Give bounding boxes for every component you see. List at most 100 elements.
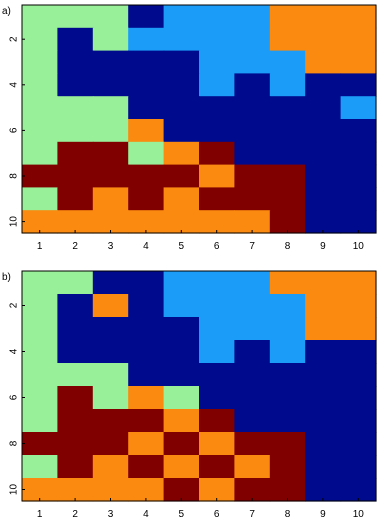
heatmap-cell-r7-c7 xyxy=(234,409,271,433)
heatmap-cell-r7-c1 xyxy=(22,141,58,166)
heatmap-cell-r5-c8 xyxy=(269,363,306,387)
heatmap-cell-r10-c10 xyxy=(340,478,377,502)
heatmap-cell-r1-c3 xyxy=(92,5,129,29)
heatmap-cell-r2-c4 xyxy=(128,294,165,318)
heatmap-cell-r9-c6 xyxy=(199,455,235,479)
heatmap-cell-r3-c4 xyxy=(128,50,165,74)
heatmap-cell-r9-c4 xyxy=(128,187,165,211)
heatmap-cell-r6-c3 xyxy=(92,386,129,410)
heatmap-cell-r5-c7 xyxy=(234,363,271,387)
x-tick-label: 6 xyxy=(214,509,220,520)
heatmap-cell-r6-c7 xyxy=(234,386,271,410)
y-tick-label: 10 xyxy=(9,484,20,496)
heatmap-cell-r8-c7 xyxy=(234,164,271,188)
heatmap-cell-r4-c1 xyxy=(22,73,58,97)
heatmap-cell-r3-c7 xyxy=(234,317,271,341)
heatmap-cell-r1-c9 xyxy=(305,271,342,295)
heatmap-cell-r9-c6 xyxy=(199,187,235,211)
heatmap-cell-r1-c8 xyxy=(269,271,306,295)
heatmap-cell-r6-c8 xyxy=(269,119,306,143)
heatmap-cell-r10-c3 xyxy=(92,478,129,502)
heatmap-cell-r9-c7 xyxy=(234,187,271,211)
x-tick-label: 7 xyxy=(249,241,255,252)
heatmap-cell-r9-c8 xyxy=(269,187,306,211)
heatmap-cell-r10-c7 xyxy=(234,478,271,502)
y-tick-label: 8 xyxy=(9,440,20,446)
heatmap-cell-r1-c4 xyxy=(128,271,165,295)
heatmap-cell-r2-c3 xyxy=(92,294,129,318)
heatmap-cell-r6-c2 xyxy=(57,386,94,410)
heatmap-cell-r8-c7 xyxy=(234,432,271,456)
heatmap-cell-r8-c1 xyxy=(22,432,58,456)
heatmap-cell-r10-c3 xyxy=(92,210,129,234)
heatmap-cell-r6-c9 xyxy=(305,119,342,143)
heatmap-cell-r6-c4 xyxy=(128,119,165,143)
heatmap-cell-r9-c2 xyxy=(57,187,94,211)
heatmap-cell-r9-c8 xyxy=(269,455,306,479)
heatmap-cell-r4-c8 xyxy=(269,73,306,97)
x-tick-label: 3 xyxy=(108,509,114,520)
heatmap-cell-r9-c2 xyxy=(57,455,94,479)
x-tick-label: 2 xyxy=(72,241,78,252)
heatmap-cell-r1-c5 xyxy=(163,5,200,29)
heatmap-cell-r2-c7 xyxy=(234,294,271,318)
heatmap-cell-r7-c10 xyxy=(340,141,377,166)
y-tick-label: 8 xyxy=(9,173,20,179)
heatmap-cell-r4-c3 xyxy=(92,340,129,364)
heatmap-cell-r3-c4 xyxy=(128,317,165,341)
heatmap-cell-r5-c3 xyxy=(92,363,129,387)
x-tick-label: 1 xyxy=(37,509,43,520)
heatmap-cell-r5-c3 xyxy=(92,96,129,120)
heatmap-cell-r4-c5 xyxy=(163,73,200,97)
heatmap-cell-r7-c7 xyxy=(234,141,271,166)
x-tick-label: 8 xyxy=(285,241,291,252)
heatmap-cell-r4-c7 xyxy=(234,340,271,364)
heatmap-cell-r1-c7 xyxy=(234,5,271,29)
heatmap-cell-r10-c1 xyxy=(22,478,58,502)
x-tick-label: 9 xyxy=(320,509,326,520)
heatmap-cell-r6-c3 xyxy=(92,119,129,143)
heatmap-cell-r5-c6 xyxy=(199,96,235,120)
plot-frame xyxy=(21,4,377,234)
heatmap-cell-r8-c10 xyxy=(340,432,377,456)
heatmap-cell-r4-c10 xyxy=(340,340,377,364)
heatmap-cell-r9-c10 xyxy=(340,187,377,211)
heatmap-cell-r5-c10 xyxy=(340,363,377,387)
heatmap-cell-r6-c5 xyxy=(163,386,200,410)
heatmap-cell-r3-c8 xyxy=(269,317,306,341)
heatmap-cell-r8-c9 xyxy=(305,432,342,456)
heatmap-cell-r6-c1 xyxy=(22,119,58,143)
heatmap-cell-r4-c4 xyxy=(128,340,165,364)
heatmap-cell-r7-c2 xyxy=(57,141,94,166)
heatmap-cell-r1-c5 xyxy=(163,271,200,295)
heatmap-cell-r1-c8 xyxy=(269,5,306,29)
x-tick-label: 3 xyxy=(108,241,114,252)
heatmap-cell-r2-c8 xyxy=(269,294,306,318)
heatmap-cell-r9-c1 xyxy=(22,455,58,479)
heatmap-cell-r3-c10 xyxy=(340,50,377,74)
heatmap-cell-r5-c8 xyxy=(269,96,306,120)
heatmap-cell-r8-c4 xyxy=(128,164,165,188)
heatmap-cell-r7-c9 xyxy=(305,409,342,433)
heatmap-cell-r10-c6 xyxy=(199,210,235,234)
y-tick-label: 2 xyxy=(9,36,20,42)
heatmap-cell-r7-c5 xyxy=(163,141,200,166)
heatmap-cell-r9-c7 xyxy=(234,455,271,479)
heatmap-cell-r4-c9 xyxy=(305,73,342,97)
heatmap-cell-r3-c6 xyxy=(199,317,235,341)
heatmap-cell-r5-c1 xyxy=(22,363,58,387)
heatmap-cell-r1-c1 xyxy=(22,271,58,295)
heatmap-cell-r9-c4 xyxy=(128,455,165,479)
heatmap-cell-r8-c3 xyxy=(92,164,129,188)
heatmap-cell-r2-c6 xyxy=(199,27,235,52)
heatmap-cell-r8-c8 xyxy=(269,432,306,456)
heatmap-cell-r9-c9 xyxy=(305,187,342,211)
heatmap-cell-r7-c8 xyxy=(269,141,306,166)
heatmap-cell-r4-c10 xyxy=(340,73,377,97)
heatmap-cell-r1-c2 xyxy=(57,5,94,29)
x-tick-label: 9 xyxy=(320,241,326,252)
heatmap-cell-r10-c8 xyxy=(269,478,306,502)
heatmap-cell-r3-c5 xyxy=(163,50,200,74)
heatmap-cell-r5-c9 xyxy=(305,96,342,120)
heatmap-cell-r9-c3 xyxy=(92,187,129,211)
